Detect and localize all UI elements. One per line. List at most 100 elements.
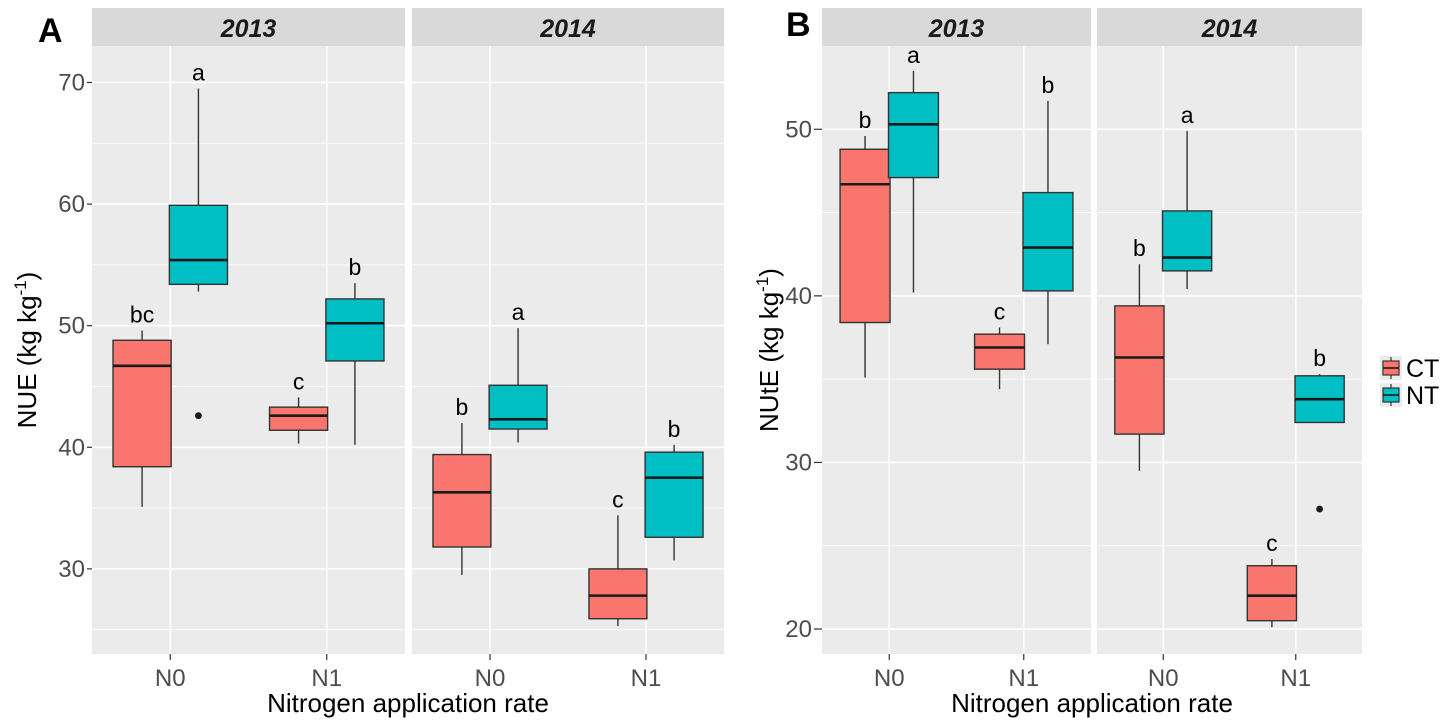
x-axis-title: Nitrogen application rate [267, 688, 549, 718]
y-axis-title-superscript: -1 [753, 277, 772, 292]
legend-key-nt [1380, 383, 1402, 407]
box-body [112, 339, 172, 468]
box-body [1022, 191, 1074, 292]
significance-letter: a [907, 42, 920, 68]
y-axis-title-main: NUE (kg kg [12, 295, 42, 428]
significance-letter: a [512, 299, 525, 325]
panel-tag: B [786, 6, 811, 44]
box-n1-ct: c [1246, 530, 1298, 628]
box-body [887, 91, 940, 179]
box-n1-ct: c [588, 486, 648, 627]
plot-background [822, 46, 1091, 654]
outlier-point [1316, 505, 1323, 513]
chart-panel-a: A 30 40 50 60 70 NUE (kg kg-1) Nitrogen applica… [11, 8, 724, 718]
box-body [973, 333, 1026, 370]
box-body [1161, 210, 1213, 272]
box-body [168, 204, 229, 286]
y-tick-label: 20 [785, 616, 812, 643]
y-tick-label: 70 [58, 69, 85, 96]
y-axis-title-superscript: -1 [11, 280, 30, 295]
box-body [325, 298, 385, 362]
significance-letter: c [293, 368, 305, 394]
y-axis-title: NUE (kg kg-1) [11, 272, 42, 429]
facet-2013: 2013 N0 N1 bc a c b [92, 8, 405, 692]
significance-letter: b [859, 107, 872, 133]
significance-letter: b [1042, 72, 1055, 98]
chart-panel-b: B 20 30 40 50 NUtE (kg kg-1) Nitrogen applicat… [753, 6, 1362, 718]
box-body [432, 453, 492, 548]
x-tick-label: N1 [1008, 665, 1039, 692]
y-tick-label: 60 [58, 191, 85, 218]
y-tick-label: 40 [785, 283, 812, 310]
facet-strip [1097, 8, 1362, 46]
box-body [839, 148, 891, 324]
significance-letter: b [349, 254, 362, 280]
y-axis-title-close: ) [12, 272, 42, 281]
y-axis-title-close: ) [754, 268, 784, 277]
facet-2013: 2013 N0 N1 b a c b [822, 8, 1091, 692]
y-tick-label: 40 [58, 434, 85, 461]
x-tick-label: N0 [1148, 665, 1179, 692]
x-tick-label: N0 [475, 665, 506, 692]
significance-letter: c [612, 486, 624, 512]
box-n0-ct: b [839, 107, 891, 378]
x-tick-label: N0 [155, 665, 186, 692]
facet-2014: 2014 N0 N1 b a c b [412, 8, 724, 692]
box-n0-ct: bc [112, 302, 172, 507]
box-n0-ct: b [432, 394, 492, 575]
box-body [588, 568, 648, 620]
box-n0-nt: a [887, 42, 940, 293]
panel-tag: A [38, 12, 63, 50]
box-n0-nt: a [168, 60, 229, 420]
facet-strip [92, 8, 405, 46]
x-tick-label: N0 [874, 665, 905, 692]
outlier-point [195, 412, 202, 420]
box-n1-nt: b [325, 254, 385, 445]
significance-letter: b [1133, 235, 1146, 261]
significance-letter: a [192, 60, 205, 86]
y-axis-title: NUtE (kg kg-1) [753, 268, 784, 432]
facet-strip-label: 2014 [1201, 15, 1258, 43]
x-tick-label: N1 [631, 665, 662, 692]
plot-background [412, 46, 724, 654]
y-tick-label: 50 [785, 116, 812, 143]
facet-strip [412, 8, 724, 46]
y-axis-title-main: NUtE (kg kg [754, 292, 784, 432]
box-body [488, 384, 548, 430]
facet-strip [822, 8, 1091, 46]
box-body [1246, 565, 1298, 622]
facet-strip-label: 2014 [539, 15, 596, 43]
facet-2014: 2014 N0 N1 b a c b [1097, 8, 1362, 692]
significance-letter: c [1266, 530, 1278, 556]
legend-label: CT [1406, 355, 1439, 383]
facet-strip-label: 2013 [220, 15, 277, 43]
significance-letter: c [994, 299, 1006, 325]
box-n1-nt: b [1022, 72, 1074, 345]
significance-letter: b [668, 416, 681, 442]
y-tick-label: 30 [785, 449, 812, 476]
box-n1-ct: c [268, 368, 329, 444]
box-n1-ct: c [973, 299, 1026, 390]
y-tick-label: 50 [58, 313, 85, 340]
x-tick-label: N1 [311, 665, 342, 692]
x-tick-label: N1 [1280, 665, 1311, 692]
box-n0-nt: a [1161, 102, 1213, 290]
x-axis-title: Nitrogen application rate [951, 688, 1233, 718]
significance-letter: a [1181, 102, 1194, 128]
significance-letter: b [1313, 345, 1326, 371]
box-n0-nt: a [488, 299, 548, 443]
box-body [1114, 305, 1165, 435]
box-n1-nt: b [644, 416, 704, 561]
y-tick-label: 30 [58, 556, 85, 583]
legend-key-ct [1380, 356, 1402, 380]
facet-strip-label: 2013 [928, 15, 985, 43]
significance-letter: bc [130, 302, 154, 328]
box-body [644, 451, 704, 538]
significance-letter: b [456, 394, 469, 420]
legend-label: NT [1406, 382, 1439, 410]
box-n0-ct: b [1114, 235, 1165, 471]
box-n1-nt: b [1294, 345, 1345, 513]
box-body [268, 406, 329, 431]
